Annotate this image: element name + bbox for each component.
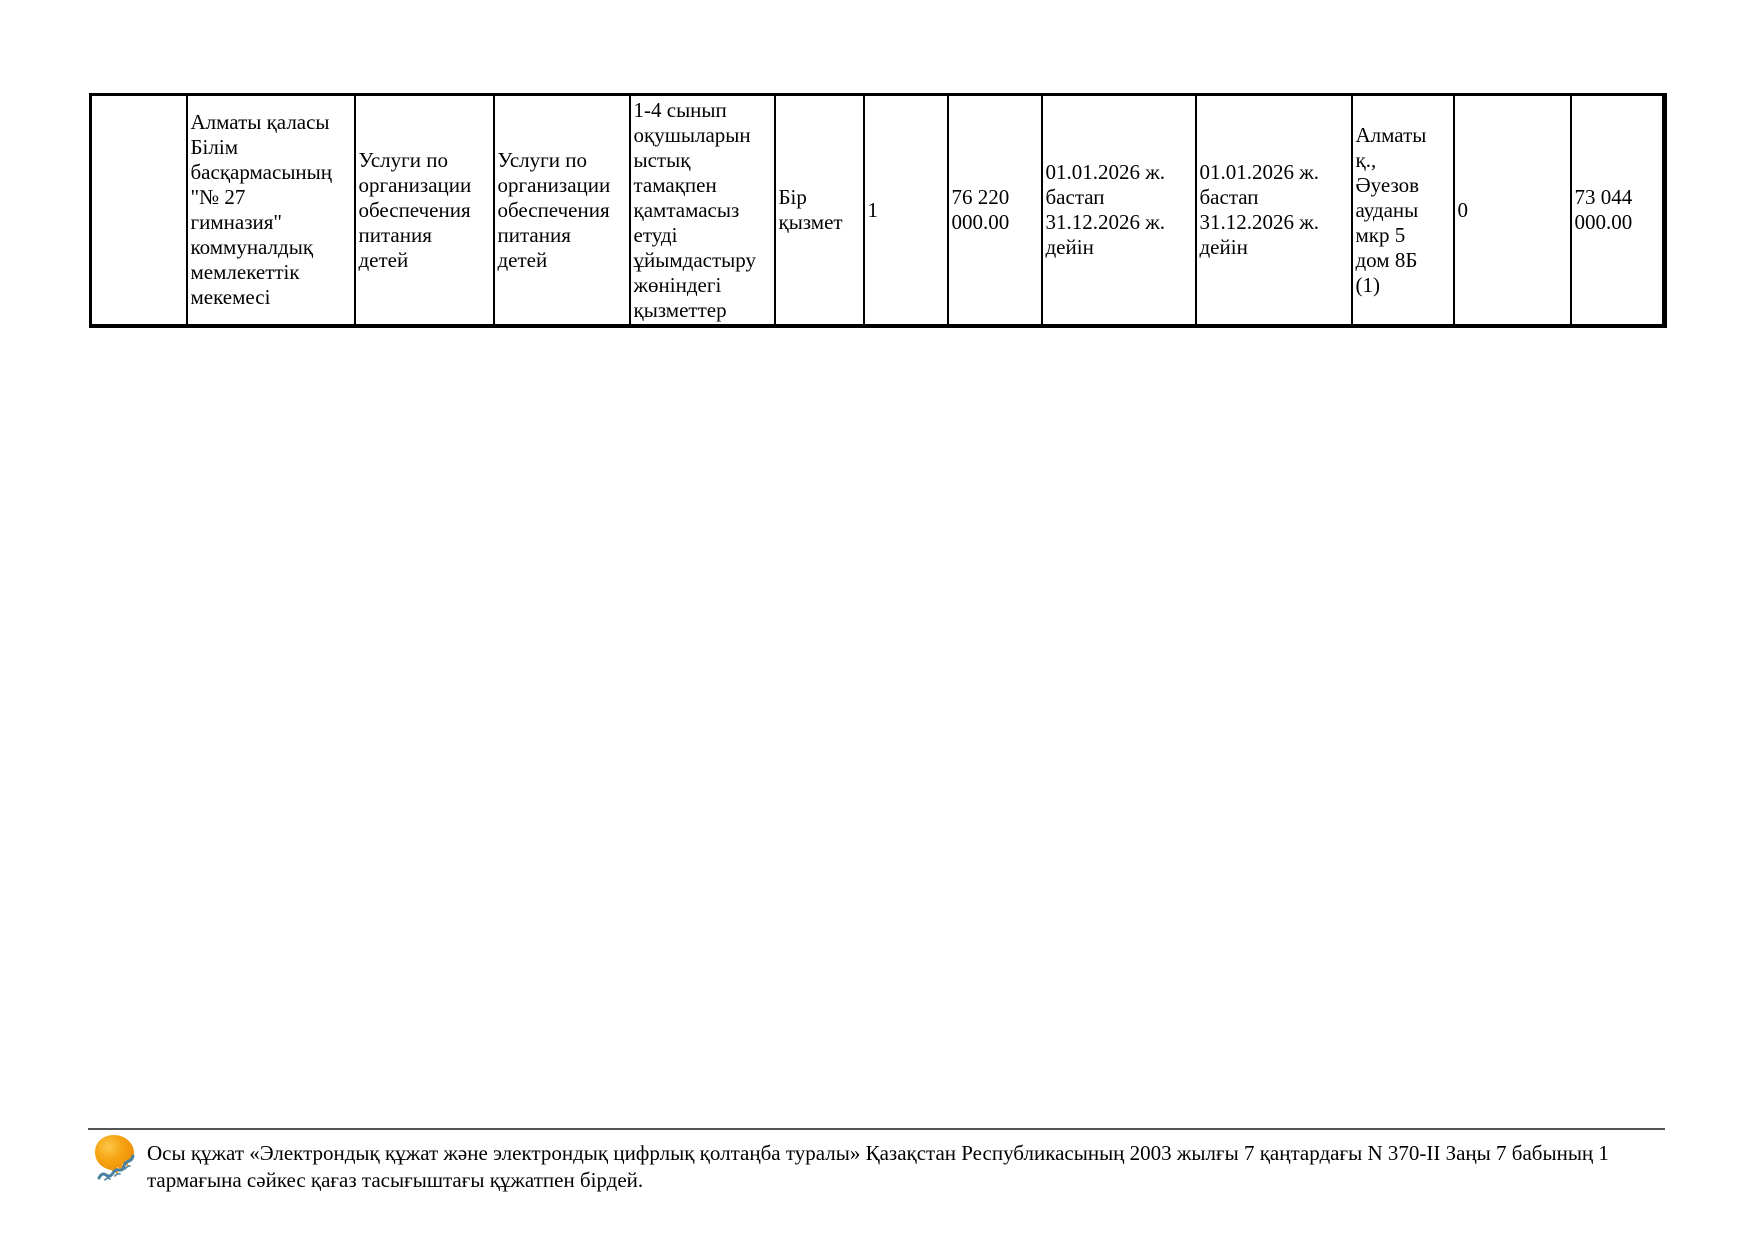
cell-subject-name-ru: Услуги по организации обеспечения питани… xyxy=(353,93,495,327)
cell-row-number xyxy=(89,93,188,327)
footer-divider xyxy=(88,1128,1665,1130)
egov-signature-logo-icon xyxy=(95,1135,135,1181)
cell-customer-name: Алматы қаласы Білім басқармасының "№ 27 … xyxy=(185,93,356,327)
cell-unit: Бір қызмет xyxy=(773,93,865,327)
cell-description-kz: 1-4 сынып оқушыларын ыстық тамақпен қамт… xyxy=(628,93,776,327)
cell-delivery-place: Алматы қ., Әуезов ауданы мкр 5 дом 8Б (1… xyxy=(1350,93,1455,327)
cell-quantity: 1 xyxy=(862,93,949,327)
cell-total-amount: 76 220 000.00 xyxy=(946,93,1043,327)
table-row: Алматы қаласы Білім басқармасының "№ 27 … xyxy=(89,93,1666,327)
cell-advance-payment: 0 xyxy=(1452,93,1572,327)
cell-supply-term-2: 01.01.2026 ж. бастап 31.12.2026 ж. дейін xyxy=(1194,93,1353,327)
cell-description-ru: Услуги по организации обеспечения питани… xyxy=(492,93,631,327)
cell-supply-term: 01.01.2026 ж. бастап 31.12.2026 ж. дейін xyxy=(1040,93,1197,327)
procurement-plan-table: Алматы қаласы Білім басқармасының "№ 27 … xyxy=(89,93,1667,328)
cell-first-year-amount: 73 044 000.00 xyxy=(1569,93,1666,327)
footer-legal-note: Осы құжат «Электрондық құжат және электр… xyxy=(147,1141,1609,1192)
